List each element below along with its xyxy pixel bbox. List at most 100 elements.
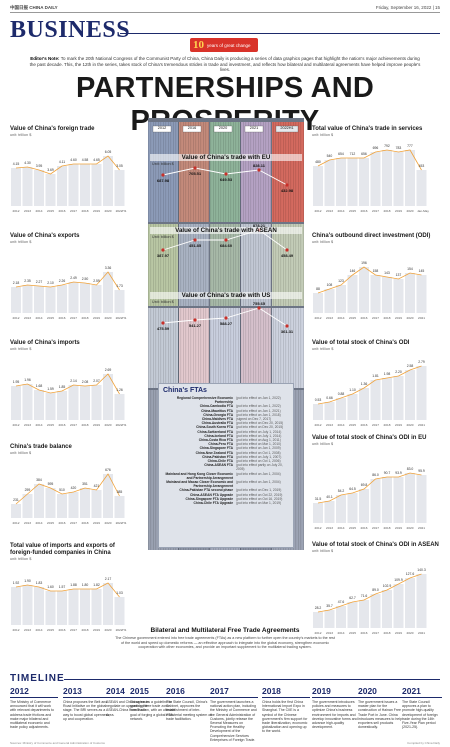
svg-text:196: 196 [361,261,367,265]
fta-name: China-South Korea FTA [196,425,234,430]
svg-text:2012: 2012 [13,316,20,320]
anniversary-badge: 10 years of great change [190,38,258,52]
svg-text:2013: 2013 [326,631,333,635]
svg-text:2014: 2014 [338,209,345,213]
svg-text:2017: 2017 [372,631,379,635]
timeline-text: ASEAN and China agree to negotiate on up… [106,700,149,717]
timeline-year: 2021 [402,686,442,698]
chart-title: Value of China's exports [10,233,80,239]
svg-text:2015: 2015 [349,631,356,635]
svg-text:2016: 2016 [59,423,66,427]
svg-text:1.73: 1.73 [116,284,123,288]
svg-text:420: 420 [71,486,77,490]
chart-unit: unit: trillion $ [10,557,32,561]
fta-status: (put into effect on Mar 1, 2019) [236,501,282,506]
fta-row: China-ASEAN FTA (put into effect partly o… [163,463,289,471]
fta-row: China-Maldives FTA (signed on Dec 7, 2017… [163,417,289,421]
fta-name: Mainland and Macao Closer Economic and P… [166,480,234,489]
timeline-text: The Ministry of Commerce announced that … [10,700,54,730]
asean-trade-title: Value of China's trade with ASEAN [150,227,302,234]
fta-row: China-Chile FTA (put into effect on Oct 1… [163,459,289,463]
svg-text:705.51: 705.51 [189,171,202,176]
fta-row: China-Singapore FTA (put into effect on J… [163,446,289,450]
fta-row: China-Peru FTA (put into effect on Mar 1,… [163,442,289,446]
chart-services: Total value of China's trade in services… [312,126,440,216]
svg-text:2019: 2019 [395,316,402,320]
svg-text:2.08: 2.08 [82,380,89,384]
ffe-plot: 1.92 1.90 1.83 1.60 1.57 1.88 1.80 1.82 2.17 1.03… [11,577,127,632]
svg-text:2013: 2013 [326,423,333,427]
svg-text:2018: 2018 [82,628,89,632]
svg-text:35.7: 35.7 [326,604,333,608]
fta-name: China-Peru FTA [208,442,234,447]
svg-text:2015: 2015 [349,526,356,530]
odi-eu-plot: 31.5 40.1 54.2 64.5 69.8 86.0 90.7 93.9 83.0 95.9… [313,467,427,530]
svg-text:2012: 2012 [13,423,20,427]
fta-status: (put into effect on Mar 1, 2010) [236,442,282,447]
svg-text:676: 676 [105,468,111,472]
svg-text:1.03: 1.03 [116,591,123,595]
svg-text:2016: 2016 [361,423,368,427]
svg-text:2013: 2013 [24,628,31,632]
svg-text:3.69: 3.69 [47,168,54,172]
bilateral-body: The Chinese government entered into free… [115,636,335,649]
timeline-item: 2013 China proposes the Belt and Road Ini… [63,686,111,721]
svg-text:28.2: 28.2 [315,606,322,610]
svg-text:3.36: 3.36 [105,266,112,270]
timeline-text: The government issues a master plan for … [358,700,402,730]
fta-name: China-Cambodia FTA [199,404,234,409]
fta-row: China-Chile FTA Upgrade (put into effect … [163,501,289,505]
svg-text:0.88: 0.88 [338,392,345,396]
fta-status: (put into effect on Jan 1, 2009) [236,446,281,451]
svg-text:2012: 2012 [315,209,322,213]
svg-text:3.95: 3.95 [36,164,43,168]
svg-text:4.65: 4.65 [93,158,100,162]
svg-text:4.15: 4.15 [13,162,20,166]
fta-name: China-Mauritius FTA [201,408,234,413]
svg-text:4.58: 4.58 [82,158,89,162]
fta-name: Regional Comprehensive Economic Partners… [176,396,234,405]
fta-status: (put into effect on Jan 1, 2021) [236,408,281,413]
svg-text:6.05: 6.05 [105,150,112,154]
svg-text:2015: 2015 [47,316,54,320]
svg-text:2017: 2017 [372,209,379,213]
svg-text:2020: 2020 [105,423,112,427]
fta-status: (put into effect on Oct 16, 2019) [236,496,283,501]
svg-text:2015: 2015 [349,209,356,213]
svg-text:588.27: 588.27 [220,321,233,326]
svg-text:2021: 2021 [418,631,425,635]
fta-status: (put into effect partly on July 20, 2005… [236,463,283,472]
svg-text:0.53: 0.53 [315,398,322,402]
svg-text:1.81: 1.81 [372,374,379,378]
us-trade-unit: Unit: billion $ [152,300,174,304]
svg-text:2013: 2013 [24,423,31,427]
svg-text:2014: 2014 [36,209,43,213]
odi-plot: 88 108 123 146 196 158 143 137 154 145 2012 2013 20… [313,261,427,320]
svg-text:2018: 2018 [384,316,391,320]
svg-text:4.11: 4.11 [59,160,65,164]
svg-text:2012: 2012 [315,316,322,320]
masthead: 中国日报 CHINA DAILY Friday, September 16, 2… [10,3,440,13]
fta-name: China-Singapore FTA [199,446,234,451]
timeline-year: 2020 [358,686,406,698]
svg-text:1.80: 1.80 [82,583,89,587]
svg-text:2021: 2021 [418,316,425,320]
footer-credit: Compiled by China Daily [407,741,440,745]
chart-unit: unit: billion $ [312,133,334,137]
svg-text:2.14: 2.14 [70,379,77,383]
svg-text:1.57: 1.57 [59,585,66,589]
svg-text:2016: 2016 [59,209,66,213]
svg-text:2016: 2016 [59,316,66,320]
svg-text:649.53: 649.53 [220,177,233,182]
svg-text:93.9: 93.9 [395,471,402,475]
badge-number: 10 [193,39,204,51]
svg-text:432.98: 432.98 [281,188,294,193]
svg-text:2017: 2017 [372,316,379,320]
year-tag: 2012 [157,126,167,130]
svg-text:2020: 2020 [105,521,112,525]
timeline-title: TIMELINE [10,673,65,684]
bilateral-title: Bilateral and Multilateral Free Trade Ag… [150,627,300,634]
eu-trade-title: Value of China's trade with EU [150,154,302,161]
svg-text:684.60: 684.60 [220,243,233,248]
svg-text:2.10: 2.10 [47,281,54,285]
